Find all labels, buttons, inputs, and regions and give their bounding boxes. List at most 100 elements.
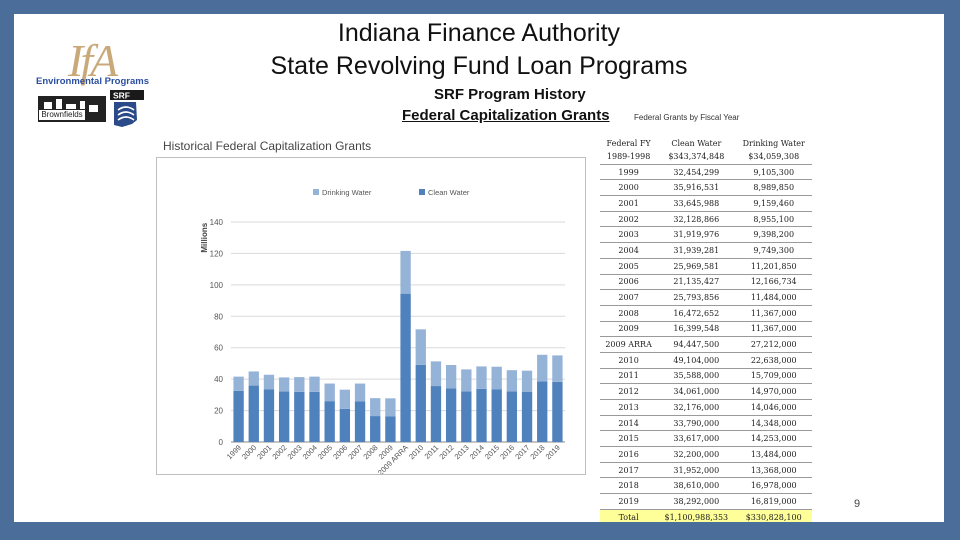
cell-clean-water: 38,292,000	[657, 493, 736, 510]
bar-clean-water	[309, 391, 320, 442]
cell-clean-water: 34,061,000	[657, 383, 736, 400]
table-header-row: Federal FY Clean Water Drinking Water	[600, 137, 812, 149]
page-title-line-2: State Revolving Fund Loan Programs	[270, 52, 688, 80]
bar-drinking-water	[248, 371, 259, 386]
y-tick-label: 100	[210, 281, 224, 290]
section-note: Federal Grants by Fiscal Year	[634, 113, 740, 122]
cell-clean-water: 21,135,427	[657, 274, 736, 291]
cell-clean-water: 31,919,976	[657, 226, 736, 244]
table-row: 2009 ARRA 94,447,500 27,212,000	[600, 336, 812, 353]
grants-table: Federal FY Clean Water Drinking Water 19…	[600, 137, 812, 522]
bar-clean-water	[339, 408, 351, 442]
cell-fy: 2009 ARRA	[600, 336, 658, 353]
table-row: 2001 33,645,988 9,159,460	[600, 195, 812, 212]
x-tick-label: 2013	[453, 443, 471, 461]
bar-drinking-water	[476, 366, 487, 389]
bar-clean-water	[537, 381, 548, 442]
cell-drinking-water: 11,367,000	[735, 321, 812, 338]
cell-fy: 2006	[600, 274, 658, 291]
bar-clean-water	[354, 401, 366, 442]
bar-drinking-water	[233, 376, 244, 391]
table-row: 1999 32,454,299 9,105,300	[600, 164, 812, 181]
bar-drinking-water	[506, 370, 518, 392]
grants-chart: 0 20 40 60 80 100 120 140 Millions Drinking Water…	[156, 157, 586, 475]
y-tick-label: 0	[219, 438, 224, 447]
y-tick-label: 20	[214, 407, 223, 416]
table-row: 2013 32,176,000 14,046,000	[600, 399, 812, 416]
cell-drinking-water: 14,046,000	[735, 399, 812, 416]
x-tick-label: 2008	[361, 443, 379, 461]
cell-fy: 2002	[600, 211, 658, 228]
bar-drinking-water	[309, 376, 320, 392]
bar-clean-water	[476, 388, 487, 442]
bar-drinking-water	[430, 361, 442, 387]
cell-clean-water: 16,472,652	[657, 305, 736, 322]
cell-drinking-water: 8,955,100	[735, 211, 812, 228]
cell-fy: 2000	[600, 179, 658, 197]
cell-clean-water: $343,374,848	[657, 149, 736, 165]
table-row: 2016 32,200,000 13,484,000	[600, 446, 812, 463]
cell-fy: 2014	[600, 415, 658, 432]
cell-fy: 2001	[600, 195, 658, 212]
cell-fy: 2017	[600, 462, 658, 479]
x-tick-label: 1999	[225, 443, 243, 461]
bar-drinking-water	[537, 354, 548, 382]
cell-fy: 2018	[600, 477, 658, 495]
cell-fy: 2004	[600, 242, 658, 259]
cell-drinking-water: 9,398,200	[735, 226, 812, 244]
bar-clean-water	[521, 391, 533, 442]
bar-clean-water	[385, 416, 396, 442]
table-total-row: Total $1,100,988,353 $330,828,100	[600, 509, 812, 522]
bar-clean-water	[461, 391, 472, 442]
slide: IfA Environmental Programs Brownfields S…	[14, 14, 944, 522]
bar-drinking-water	[521, 370, 533, 392]
table-row: 2005 25,969,581 11,201,850	[600, 258, 812, 275]
section-title: Federal Capitalization Grants	[402, 107, 610, 124]
brownfields-label: Brownfields	[38, 109, 86, 121]
y-tick-label: 140	[210, 218, 224, 227]
bar-drinking-water	[445, 365, 457, 389]
bar-drinking-water	[491, 366, 502, 390]
bar-drinking-water	[370, 398, 381, 417]
bar-clean-water	[491, 389, 502, 442]
table-row: 2000 35,916,531 8,989,850	[600, 179, 812, 197]
x-tick-label: 2012	[437, 443, 455, 461]
cell-drinking-water: 16,978,000	[735, 477, 812, 495]
cell-drinking-water: 14,970,000	[735, 383, 812, 400]
x-tick-label: 2007	[346, 443, 364, 461]
cell-drinking-water: 14,253,000	[735, 430, 812, 448]
cell-fy: 2010	[600, 352, 658, 369]
cell-drinking-water: 14,348,000	[735, 415, 812, 432]
cell-clean-water: 38,610,000	[657, 477, 736, 495]
cell-clean-water: 32,200,000	[657, 446, 736, 463]
cell-drinking-water: $34,059,308	[735, 149, 812, 165]
table-row: 2012 34,061,000 14,970,000	[600, 383, 812, 400]
bar-clean-water	[552, 381, 563, 442]
brownfields-logo: Brownfields	[38, 96, 106, 122]
table-row: 2014 33,790,000 14,348,000	[600, 415, 812, 432]
ifa-logo-text: IfA	[68, 35, 118, 86]
cell-clean-water: 32,176,000	[657, 399, 736, 416]
cell-fy: 2007	[600, 289, 658, 306]
cell-drinking-water: 9,159,460	[735, 195, 812, 212]
city-skyline-icon	[44, 99, 98, 112]
bar-clean-water	[445, 388, 457, 442]
header-drinking-water: Drinking Water	[742, 138, 805, 148]
cell-fy: 2008	[600, 305, 658, 322]
y-tick-label: 60	[214, 344, 223, 353]
table-body: 1989-1998 $343,374,848 $34,059,308 1999 32,4…	[600, 149, 812, 522]
legend-clean-water: Clean Water	[428, 188, 470, 197]
cell-fy: 1989-1998	[600, 149, 658, 165]
cell-clean-water: 32,128,866	[657, 211, 736, 228]
y-tick-label: 120	[210, 249, 224, 258]
cell-fy: 2009	[600, 321, 658, 338]
bar-drinking-water	[324, 383, 335, 402]
bar-drinking-water	[294, 377, 305, 392]
cell-fy: 1999	[600, 164, 658, 181]
bar-drinking-water	[339, 389, 351, 409]
legend-swatch-clean-water	[419, 189, 425, 195]
table-row: 2008 16,472,652 11,367,000	[600, 305, 812, 322]
bar-drinking-water	[263, 374, 275, 390]
bar-clean-water	[400, 293, 411, 442]
header-federal-fy: Federal FY	[606, 138, 651, 148]
